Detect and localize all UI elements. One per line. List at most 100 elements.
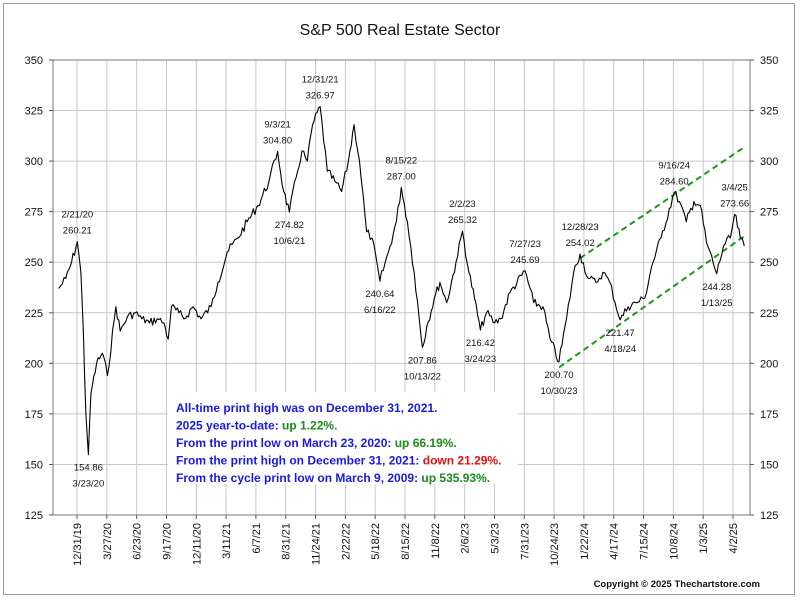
annotation-label: 326.97	[306, 91, 335, 102]
info-line-part: up 1.22%.	[282, 419, 337, 433]
annotation-label: 2/21/20	[61, 210, 93, 221]
annotation-label: 6/16/22	[364, 305, 396, 316]
info-line: From the print high on December 31, 2021…	[176, 454, 501, 468]
annotation-label: 216.42	[466, 338, 495, 349]
annotation-label: 274.82	[275, 220, 304, 231]
y-tick-label: 125	[760, 510, 778, 522]
info-line-part: From the cycle print low on March 9, 200…	[176, 471, 421, 485]
y-tick-label: 200	[760, 358, 778, 370]
y-tick-label: 150	[760, 459, 778, 471]
annotation-label: 244.28	[702, 282, 731, 293]
y-tick-label: 325	[25, 106, 43, 118]
trend-channel	[558, 146, 746, 369]
annotation-label: 207.86	[408, 355, 437, 366]
info-box: All-time print high was on December 31, …	[168, 392, 518, 485]
annotation-label: 240.64	[365, 289, 394, 300]
info-line-part: From the print high on December 31, 2021…	[176, 454, 423, 468]
y-tick-label: 300	[25, 156, 43, 168]
info-line-part: up 535.93%.	[421, 471, 490, 485]
y-tick-label: 150	[25, 459, 43, 471]
x-tick-label: 1/3/25	[698, 523, 710, 554]
y-tick-label: 225	[25, 308, 43, 320]
y-tick-label: 225	[760, 308, 778, 320]
annotation-label: 287.00	[387, 171, 416, 182]
x-tick-label: 8/15/22	[400, 523, 412, 560]
x-tick-label: 6/7/21	[251, 523, 263, 554]
annotation-label: 284.60	[660, 176, 689, 187]
y-tick-label: 275	[25, 207, 43, 219]
plot-area-border	[52, 59, 751, 516]
x-axis: 12/31/19 3/27/20 6/23/20 9/17/20 12/11/20 3/1…	[72, 515, 740, 566]
info-line-part: 2025 year-to-date:	[176, 419, 282, 433]
annotation-label: 200.70	[545, 370, 574, 381]
annotation-label: 10/13/22	[404, 371, 441, 382]
x-tick-label: 4/2/25	[728, 523, 740, 554]
annotation-label: 9/16/24	[658, 160, 690, 171]
x-tick-label: 11/24/21	[311, 523, 323, 565]
x-tick-label: 9/17/20	[161, 523, 173, 560]
x-tick-label: 7/31/23	[519, 523, 531, 560]
x-tick-label: 2/6/23	[460, 523, 472, 554]
y-tick-label: 175	[25, 409, 43, 421]
x-tick-label: 6/23/20	[132, 523, 144, 560]
x-tick-label: 11/8/22	[430, 523, 442, 559]
annotation-label: 154.86	[74, 463, 103, 474]
x-tick-label: 3/27/20	[102, 523, 114, 560]
y-tick-label: 275	[760, 207, 778, 219]
y-axis-left: 125 150 175 200 225 250 275 300 325 350	[25, 55, 53, 522]
info-box-background	[168, 392, 518, 484]
annotation-label: 12/28/23	[562, 222, 599, 233]
x-tick-label: 1/22/24	[579, 523, 591, 560]
copyright-text: Copyright © 2025 Thechartstore.com	[594, 579, 760, 590]
info-line: All-time print high was on December 31, …	[176, 401, 437, 415]
x-tick-label: 3/11/21	[221, 523, 233, 559]
y-tick-label: 250	[25, 257, 43, 269]
trend-channel-upper	[579, 146, 746, 260]
y-tick-label: 250	[760, 257, 778, 269]
x-tick-label: 8/31/21	[281, 523, 293, 560]
info-line: 2025 year-to-date: up 1.22%.	[176, 419, 337, 433]
annotation-label: 10/30/23	[541, 386, 578, 397]
trend-channel-lower	[558, 235, 746, 369]
chart-frame	[3, 3, 795, 595]
x-tick-label: 7/15/24	[639, 523, 651, 560]
x-tick-label: 10/24/23	[549, 523, 561, 566]
y-tick-label: 200	[25, 358, 43, 370]
annotation-label: 245.69	[511, 255, 540, 266]
y-tick-label: 300	[760, 156, 778, 168]
chart-title: S&P 500 Real Estate Sector	[300, 22, 501, 39]
annotation-label: 260.21	[63, 226, 92, 237]
grid	[53, 60, 750, 515]
annotation-label: 8/15/22	[385, 155, 417, 166]
annotation-label: 254.02	[566, 238, 595, 249]
x-tick-label: 4/17/24	[609, 523, 621, 560]
y-tick-label: 350	[25, 55, 43, 67]
y-tick-label: 350	[760, 55, 778, 67]
annotation-label: 12/31/21	[302, 75, 339, 86]
info-line-part: All-time print high was on December 31, …	[176, 401, 437, 415]
x-tick-label: 12/11/20	[191, 523, 203, 565]
x-tick-label: 12/31/19	[72, 523, 84, 566]
price-line	[58, 106, 745, 456]
info-line-part: From the print low on March 23, 2020:	[176, 436, 395, 450]
annotation-label: 10/6/21	[274, 236, 306, 247]
price-series	[58, 106, 745, 456]
annotation-label: 3/4/25	[721, 182, 747, 193]
annotation-label: 221.47	[606, 328, 635, 339]
annotation-label: 265.32	[448, 215, 477, 226]
annotation-label: 273.66	[720, 198, 749, 209]
x-tick-label: 2/22/22	[340, 523, 352, 560]
info-line: From the cycle print low on March 9, 200…	[176, 471, 490, 485]
y-tick-label: 325	[760, 106, 778, 118]
info-line: From the print low on March 23, 2020: up…	[176, 436, 457, 450]
y-tick-label: 125	[25, 510, 43, 522]
annotation-label: 9/3/21	[264, 119, 290, 130]
annotation-label: 4/18/24	[604, 344, 636, 355]
annotation-label: 3/23/20	[73, 479, 105, 490]
x-tick-label: 5/18/22	[370, 523, 382, 560]
annotations: 2/21/20 260.21 154.86 3/23/20 9/3/21 304.80 27…	[61, 75, 749, 490]
annotation-label: 2/2/23	[449, 199, 475, 210]
info-line-part: up 66.19%.	[395, 436, 457, 450]
x-tick-label: 10/8/24	[668, 523, 680, 560]
